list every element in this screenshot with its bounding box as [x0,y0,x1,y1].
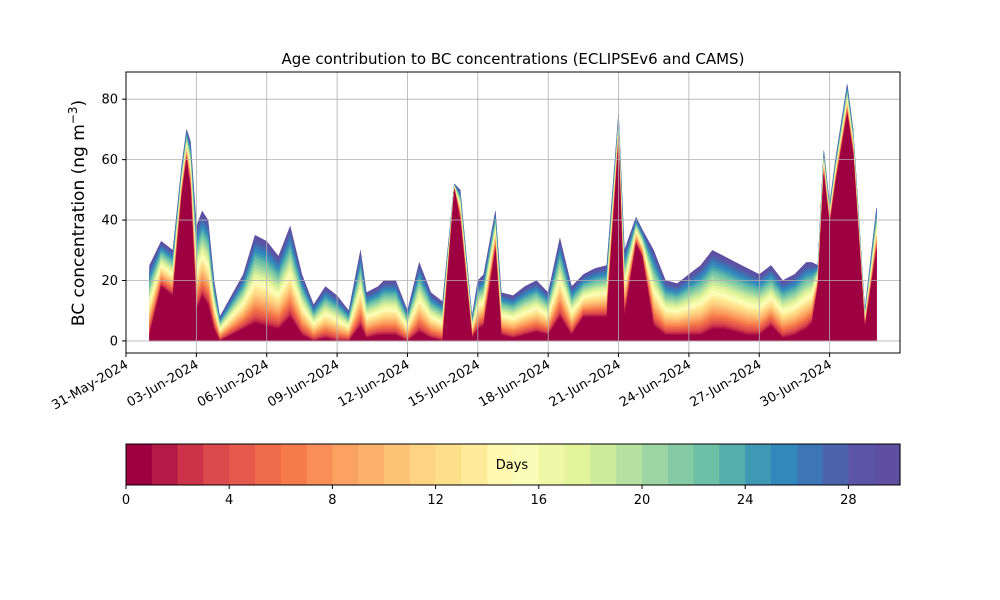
colorbar-tick-label: 24 [737,493,754,508]
colorbar-cell [203,444,230,485]
colorbar-cell [564,444,591,485]
colorbar-cell [822,444,849,485]
colorbar-cell [848,444,875,485]
colorbar-cell [693,444,720,485]
x-tick-label: 31-May-2024 [49,357,131,413]
colorbar-cell [719,444,746,485]
colorbar-cell [538,444,566,485]
y-axis-label: BC concentration (ng m−3) [66,100,89,326]
colorbar-tick-label: 12 [427,493,444,508]
y-tick-label: 80 [101,93,118,108]
colorbar-tick-label: 8 [328,493,336,508]
grid-lines [125,72,900,353]
x-tick-label: 27-Jun-2024 [687,357,764,410]
colorbar-cell [590,444,617,485]
chart-title: Age contribution to BC concentrations (E… [282,50,745,68]
plot-frame [125,71,901,354]
colorbar-cells [126,444,901,485]
colorbar-frame [125,443,901,486]
y-tick-label: 40 [101,214,118,229]
x-tick-label: 21-Jun-2024 [547,357,624,410]
x-tick-label: 06-Jun-2024 [195,357,272,410]
colorbar-cell [151,444,179,485]
colorbar-cell [513,444,540,485]
colorbar-tick-label: 20 [634,493,651,508]
colorbar-tick-label: 28 [840,493,857,508]
plot-area: 0 20 40 60 80 31-May-202403-Jun-202406-Jun-2… [49,71,901,413]
colorbar-cell [332,444,359,485]
x-tick-label: 24-Jun-2024 [617,357,694,410]
colorbar-label: Days [496,458,529,473]
x-tick-label: 12-Jun-2024 [336,357,413,410]
colorbar-tick-label: 0 [122,493,130,508]
x-axis: 31-May-202403-Jun-202406-Jun-202409-Jun-… [49,353,835,413]
colorbar-cell [306,444,333,485]
colorbar-cell [409,444,437,485]
y-tick-label: 20 [101,274,118,289]
colorbar-cell [255,444,282,485]
colorbar-cell [280,444,308,485]
colorbar-cell [358,444,385,485]
colorbar-tick-label: 16 [531,493,548,508]
x-tick-label: 03-Jun-2024 [125,357,202,410]
colorbar-cell [435,444,462,485]
colorbar-cell [874,444,901,485]
y-tick-label: 0 [110,334,118,349]
colorbar-cell [771,444,798,485]
x-tick-label: 15-Jun-2024 [406,357,483,410]
x-tick-label: 18-Jun-2024 [476,357,553,410]
colorbar-cell [667,444,695,485]
colorbar-cell [229,444,256,485]
age-layer-0 [149,114,877,342]
stacked-area-layers [149,84,877,342]
colorbar-cell [642,444,669,485]
y-axis: 0 20 40 60 80 [101,93,126,349]
colorbar-cell [616,444,643,485]
colorbar-cell [487,444,514,485]
colorbar-cell [796,444,824,485]
colorbar: Days 0 4 8 12 16 20 24 28 [122,443,901,508]
x-tick-label: 09-Jun-2024 [265,357,342,410]
colorbar-cell [126,444,153,485]
colorbar-cell [384,444,411,485]
colorbar-cell [177,444,204,485]
y-tick-label: 60 [101,153,118,168]
x-tick-label: 30-Jun-2024 [758,357,835,410]
colorbar-ticks: 0 4 8 12 16 20 24 28 [122,485,857,508]
colorbar-cell [745,444,772,485]
colorbar-tick-label: 4 [225,493,233,508]
colorbar-cell [461,444,488,485]
